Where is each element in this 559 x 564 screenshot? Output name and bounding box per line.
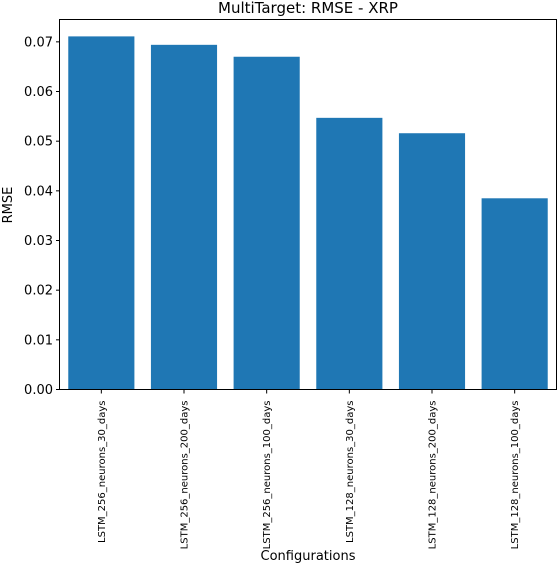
y-tick-label-1: 0.01 (24, 333, 53, 348)
plot-area-frame (59, 19, 557, 390)
x-tick-label-5: LSTM_128_neurons_100_days (510, 401, 521, 550)
bar-4 (398, 133, 466, 390)
x-axis-ticks: LSTM_256_neurons_30_days LSTM_256_neurons… (97, 389, 521, 550)
x-tick-label-4: LSTM_128_neurons_200_days (428, 401, 439, 550)
y-tick-label-6: 0.06 (24, 85, 53, 100)
y-tick-label-0: 0.00 (24, 383, 53, 398)
bar-2 (233, 56, 300, 390)
x-tick-label-2: LSTM_256_neurons_100_days (262, 401, 273, 550)
bar-1 (150, 44, 218, 390)
y-tick-label-5: 0.05 (24, 135, 53, 150)
y-tick-label-3: 0.03 (24, 234, 53, 249)
x-axis-label: Configurations (261, 549, 356, 564)
x-tick-label-3: LSTM_128_neurons_30_days (345, 401, 356, 543)
bars-group (68, 36, 548, 390)
y-axis-ticks: 0.00 0.01 0.02 0.03 0.04 0.05 0.06 0.07 (24, 35, 60, 398)
y-tick-label-2: 0.02 (24, 284, 53, 299)
chart-title: MultiTarget: RMSE - XRP (218, 0, 398, 17)
bar-3 (316, 117, 383, 390)
x-tick-label-1: LSTM_256_neurons_200_days (180, 401, 191, 550)
bar-0 (68, 36, 135, 390)
bar-5 (481, 198, 548, 390)
x-tick-label-0: LSTM_256_neurons_30_days (97, 401, 108, 543)
y-axis-label: RMSE (1, 187, 16, 224)
y-tick-label-4: 0.04 (24, 184, 53, 199)
y-tick-label-7: 0.07 (24, 35, 53, 50)
